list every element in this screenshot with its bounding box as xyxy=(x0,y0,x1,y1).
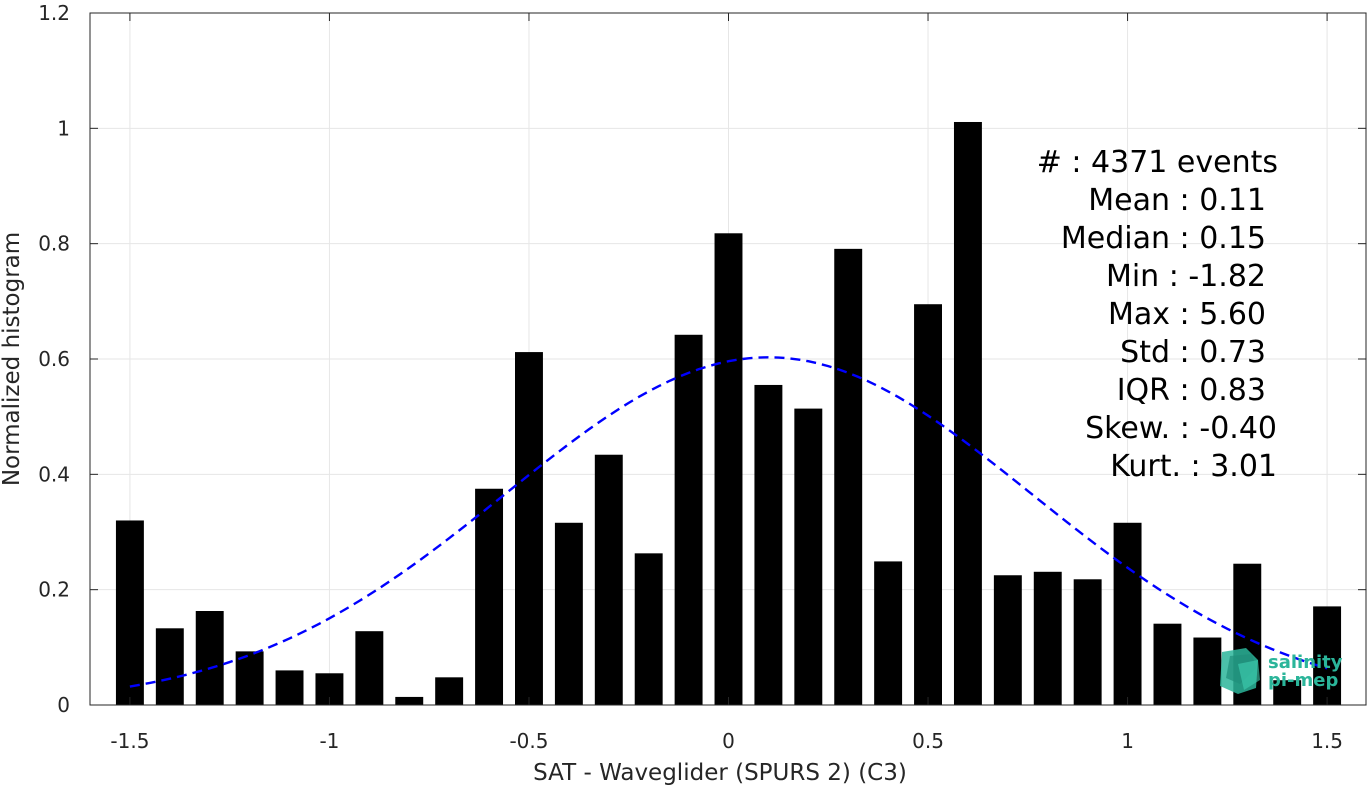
gaussian-fit-curve xyxy=(129,356,1328,688)
histogram-bar xyxy=(993,575,1022,705)
histogram-bar xyxy=(834,248,863,705)
histogram-bar xyxy=(794,408,823,705)
histogram-bar xyxy=(1073,579,1102,705)
stat-std: Std : 0.73 xyxy=(1120,335,1266,370)
x-tick-label: -1 xyxy=(319,729,339,753)
stat-mean: Mean : 0.11 xyxy=(1088,183,1266,218)
x-tick-label: 0 xyxy=(722,729,735,753)
histogram-bar xyxy=(355,631,384,705)
histogram-bar xyxy=(953,121,982,706)
logo-line1: salinity xyxy=(1268,652,1343,673)
histogram-bar xyxy=(754,384,783,705)
bars-layer xyxy=(115,121,1342,706)
histogram-bar xyxy=(155,628,184,705)
x-axis-label: SAT - Waveglider (SPURS 2) (C3) xyxy=(533,760,907,786)
histogram-bar xyxy=(515,352,543,705)
salinity-pimep-logo-icon xyxy=(1220,648,1260,694)
y-tick-label: 1 xyxy=(57,116,70,140)
histogram-bar xyxy=(395,696,424,705)
histogram-bar xyxy=(1033,571,1062,705)
ticks-layer: -1.5 -1 -0.5 0 0.5 1 1.5 0 0.2 0.4 0.6 0.8 1 1.2 xyxy=(38,1,1366,753)
histogram-bar xyxy=(874,561,903,705)
y-tick-label: 1.2 xyxy=(38,1,70,25)
histogram-bar xyxy=(674,334,703,705)
histogram-bar xyxy=(1193,637,1222,705)
stat-median: Median : 0.15 xyxy=(1061,221,1266,256)
stat-iqr: IQR : 0.83 xyxy=(1117,373,1266,408)
histogram-bar xyxy=(475,488,504,705)
histogram-bar xyxy=(235,651,264,705)
y-tick-label: 0.8 xyxy=(38,232,70,256)
salinity-pimep-logo: salinity pi-mep xyxy=(1220,648,1343,694)
histogram-bar xyxy=(1313,606,1342,705)
histogram-bar xyxy=(554,522,583,705)
histogram-bar xyxy=(1273,680,1302,705)
x-tick-label: 1 xyxy=(1121,729,1134,753)
logo-line2: pi-mep xyxy=(1268,670,1338,691)
stat-count: # : 4371 events xyxy=(1037,145,1278,180)
y-tick-label: 0.4 xyxy=(38,462,70,486)
stat-max: Max : 5.60 xyxy=(1108,297,1266,332)
histogram-bar xyxy=(195,611,224,705)
y-tick-label: 0.6 xyxy=(38,347,70,371)
y-axis-label: Normalized histogram xyxy=(0,232,25,486)
x-tick-label: 0.5 xyxy=(912,729,944,753)
y-tick-label: 0.2 xyxy=(38,578,70,602)
histogram-bar xyxy=(714,233,743,705)
histogram-bar xyxy=(435,677,464,705)
histogram-bar xyxy=(115,520,144,705)
x-tick-label: -0.5 xyxy=(509,729,548,753)
x-tick-label: -1.5 xyxy=(110,729,149,753)
stats-annotation: # : 4371 events Mean : 0.11 Median : 0.1… xyxy=(1037,145,1278,484)
histogram-bar xyxy=(634,553,663,705)
histogram-bar xyxy=(1153,623,1182,705)
y-tick-label: 0 xyxy=(57,693,70,717)
histogram-bar xyxy=(1113,522,1142,705)
stat-kurt: Kurt. : 3.01 xyxy=(1110,449,1277,484)
histogram-bar xyxy=(594,454,623,705)
stat-min: Min : -1.82 xyxy=(1106,259,1266,294)
histogram-bar xyxy=(275,670,304,705)
x-tick-label: 1.5 xyxy=(1311,729,1343,753)
histogram-bar xyxy=(914,304,942,705)
stat-skew: Skew. : -0.40 xyxy=(1085,411,1277,446)
